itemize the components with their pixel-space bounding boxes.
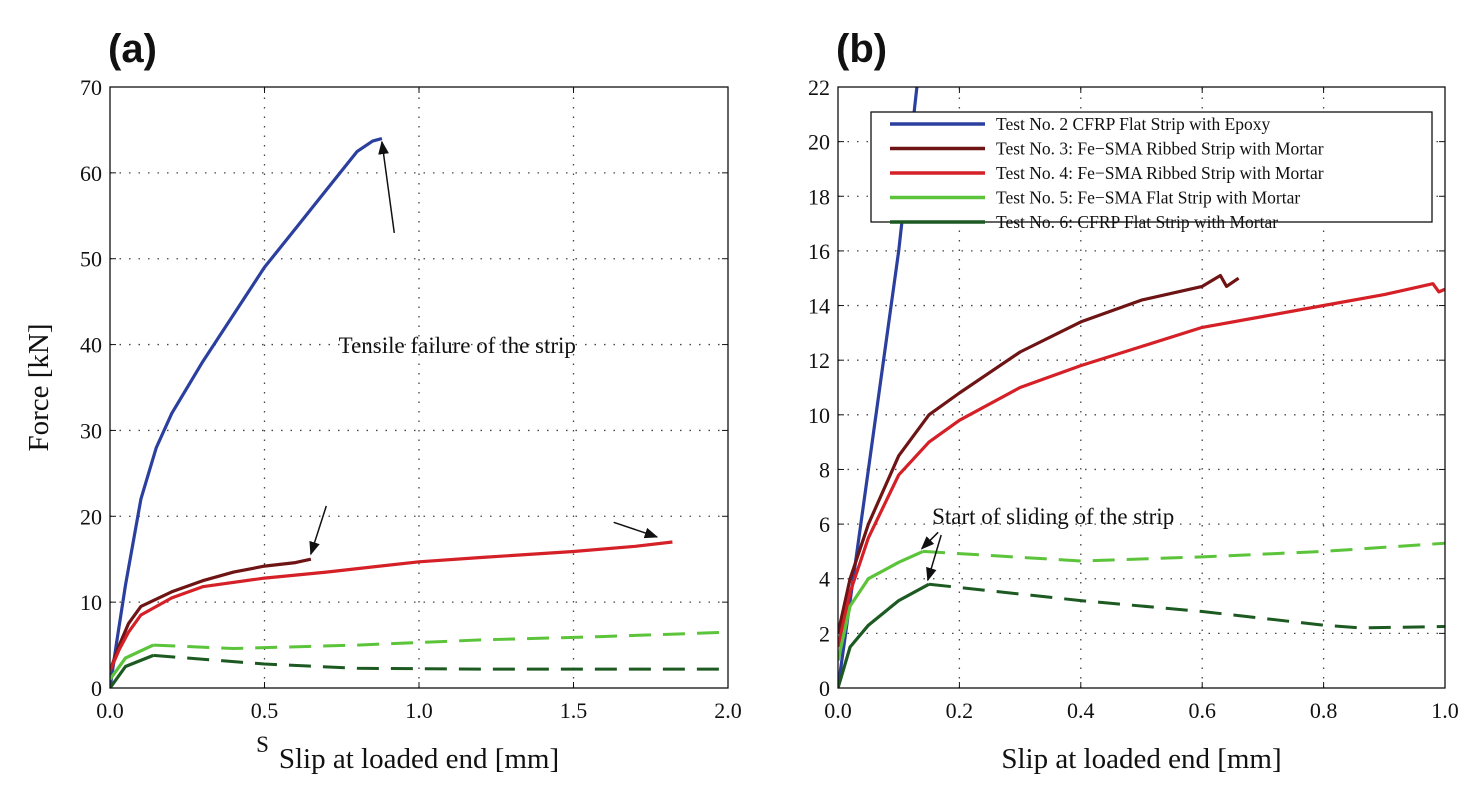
x-tick-label: 0.2 (946, 698, 974, 723)
series-line-5 (838, 549, 924, 662)
series-line-6 (838, 582, 930, 688)
annotation-arrow (613, 521, 659, 539)
y-tick-label: 50 (80, 247, 102, 272)
annotation-arrow (920, 531, 939, 550)
x-tick-label: 0.0 (824, 698, 852, 723)
y-tick-label: 20 (80, 504, 102, 529)
chart-panel-b: (b) 0.0 0.2 0.4 0.6 0.8 1.0 0 2 4 6 8 10 12 14 16 18 20 22… (808, 27, 1459, 775)
y-tick-label: 20 (808, 130, 830, 155)
annotation-text: Tensile failure of the strip (339, 333, 576, 358)
annotation-arrow (378, 140, 396, 234)
series-line-2 (110, 136, 383, 688)
y-tick-label: 18 (808, 184, 830, 209)
legend: Test No. 2 CFRP Flat Strip with Epoxy Tes… (870, 111, 1433, 232)
y-tick-label: 10 (80, 590, 102, 615)
legend-label: Test No. 4: Fe−SMA Ribbed Strip with Mor… (996, 163, 1324, 183)
series-line-6 (110, 653, 154, 688)
series-line-4 (110, 540, 673, 672)
legend-label: Test No. 5: Fe−SMA Flat Strip with Morta… (996, 188, 1300, 208)
annotation-arrow (926, 534, 942, 582)
y-tick-label: 0 (91, 676, 102, 701)
y-tick-label: 4 (819, 567, 830, 592)
series-dashed-line-6 (928, 582, 1445, 630)
y-tick-label: 14 (808, 294, 830, 319)
plot-frame (837, 86, 1446, 689)
x-tick-label: 2.0 (714, 698, 742, 723)
x-tick-label: 1.5 (560, 698, 588, 723)
legend-label: Test No. 6: CFRP Flat Strip with Mortar (996, 212, 1278, 232)
panel-label: (a) (108, 27, 157, 71)
stray-text: S (256, 732, 269, 757)
x-tick-label: 1.0 (405, 698, 433, 723)
x-tick-label: 0.6 (1188, 698, 1216, 723)
y-tick-label: 10 (808, 403, 830, 428)
x-tick-label: 1.0 (1431, 698, 1459, 723)
y-tick-label: 22 (808, 75, 830, 100)
legend-box (870, 111, 1433, 223)
x-axis-label: Slip at loaded end [mm] (279, 743, 559, 775)
legend-label: Test No. 3: Fe−SMA Ribbed Strip with Mor… (996, 139, 1324, 159)
x-tick-label: 0.8 (1310, 698, 1338, 723)
x-tick-label: 0.0 (96, 698, 124, 723)
series-line-5 (110, 643, 154, 681)
series-dashed-line-6 (153, 653, 728, 671)
legend-label: Test No. 2 CFRP Flat Strip with Epoxy (996, 114, 1271, 134)
series-line-4 (838, 282, 1445, 648)
plot-frame (109, 86, 729, 689)
y-axis-label: Force [kN] (23, 323, 55, 451)
panel-label: (b) (836, 27, 887, 71)
y-tick-label: 2 (819, 621, 830, 646)
series-dashed-line-5 (922, 541, 1445, 563)
y-tick-label: 6 (819, 512, 830, 537)
annotation-arrow (309, 505, 328, 556)
y-tick-label: 12 (808, 348, 830, 373)
x-axis-label: Slip at loaded end [mm] (1001, 743, 1281, 775)
series-dashed-line-5 (153, 630, 728, 651)
chart-panel-a: (a) 0.0 0.5 1.0 1.5 2.0 0 10 20 30 40 50 60 70 Tensile… (23, 27, 742, 775)
y-tick-label: 70 (80, 75, 102, 100)
y-tick-label: 8 (819, 457, 830, 482)
y-tick-label: 0 (819, 676, 830, 701)
y-tick-label: 16 (808, 239, 830, 264)
y-tick-label: 30 (80, 418, 102, 443)
x-tick-label: 0.4 (1067, 698, 1095, 723)
series-line-3 (110, 557, 312, 672)
y-tick-label: 40 (80, 333, 102, 358)
annotation-text: Start of sliding of the strip (932, 504, 1174, 529)
x-tick-label: 0.5 (251, 698, 279, 723)
y-tick-label: 60 (80, 161, 102, 186)
series-line-3 (838, 273, 1240, 634)
